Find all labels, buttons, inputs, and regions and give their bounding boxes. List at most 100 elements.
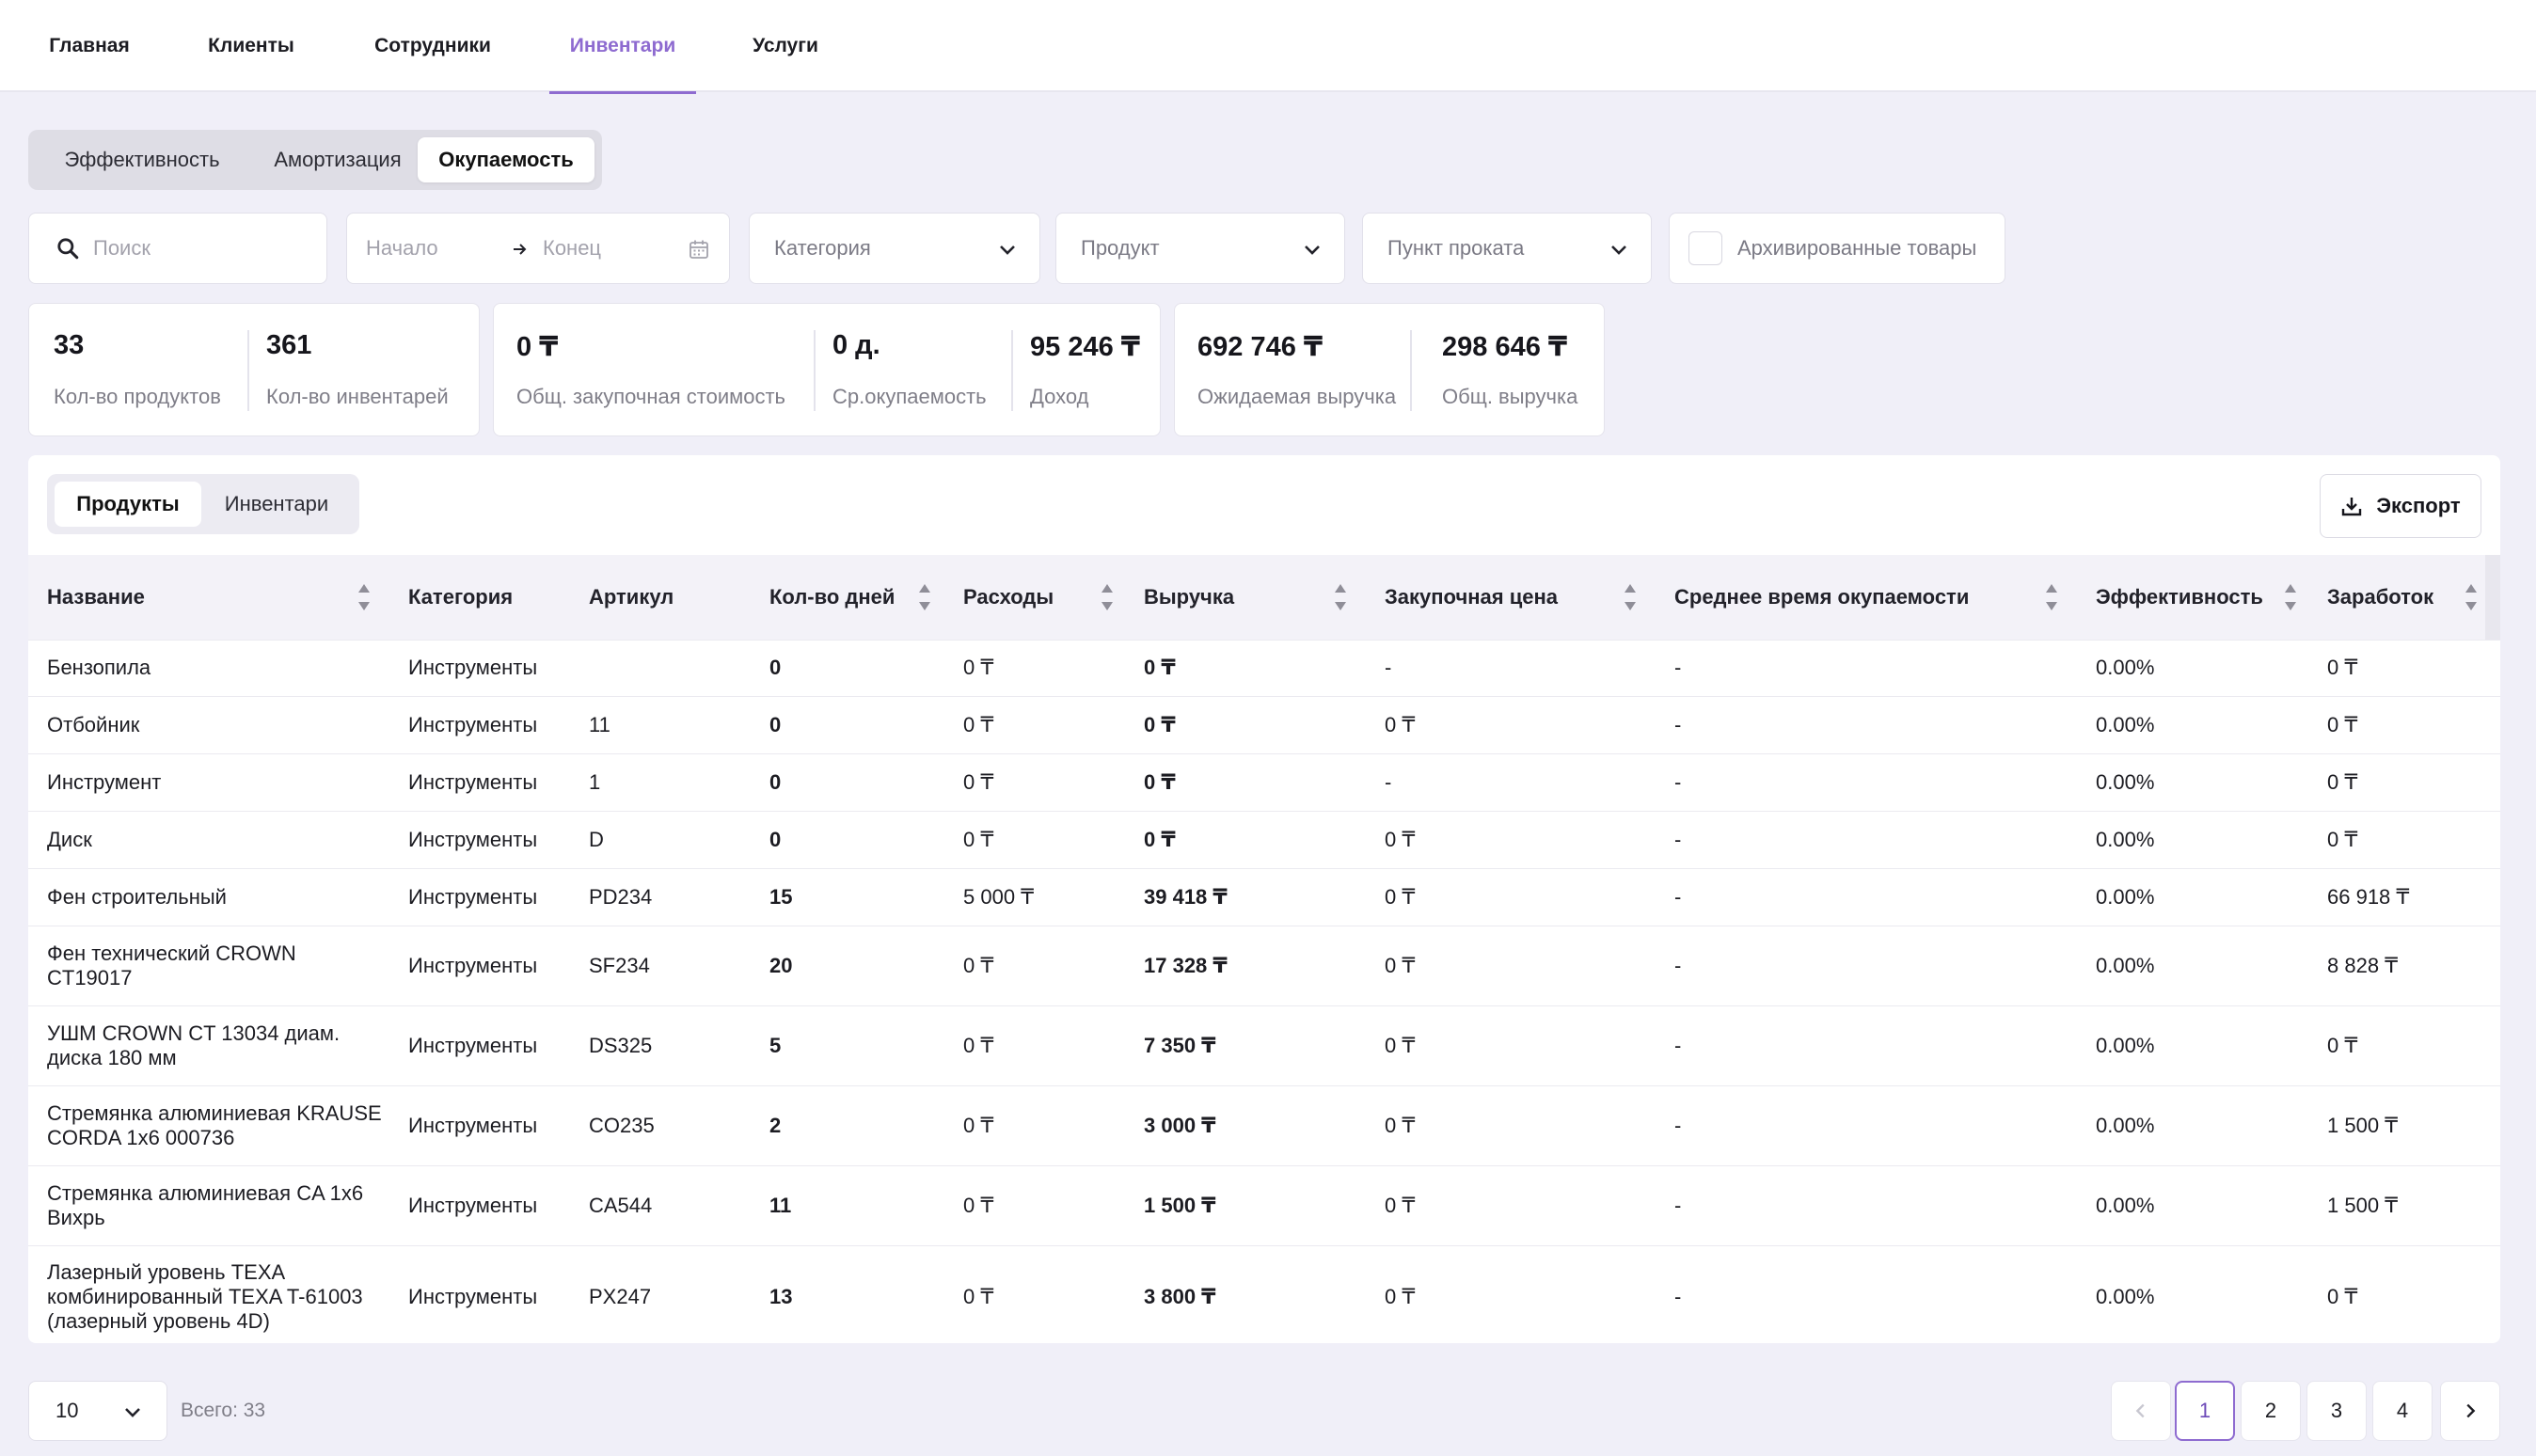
sort-icon[interactable] bbox=[1101, 581, 1114, 613]
table-row[interactable]: Стремянка алюминиевая CA 1x6 Вихрь Инстру… bbox=[28, 1164, 2500, 1245]
cell-purchase-price: 0 ₸ bbox=[1366, 1084, 1656, 1165]
products-table: Название Категория Артикул Кол-во дней Р… bbox=[28, 555, 2500, 1343]
table-row[interactable]: УШМ CROWN CT 13034 диам. диска 180 мм Инс… bbox=[28, 1005, 2500, 1085]
chevron-right-icon bbox=[2466, 1403, 2476, 1418]
stat-label: Кол-во инвентарей bbox=[266, 385, 449, 408]
cell-sku: 1 bbox=[570, 752, 751, 811]
cell-category: Инструменты bbox=[389, 925, 570, 1005]
prev-page-button[interactable] bbox=[2111, 1381, 2171, 1441]
cell-category: Инструменты bbox=[389, 695, 570, 753]
archived-label: Архивированные товары bbox=[1737, 236, 1977, 260]
search-placeholder: Поиск bbox=[93, 236, 151, 260]
date-start-field[interactable]: Начало bbox=[366, 236, 438, 260]
calendar-icon[interactable] bbox=[688, 238, 710, 261]
cell-efficiency: 0.00% bbox=[2077, 1084, 2308, 1165]
nav-item-services[interactable]: Услуги bbox=[753, 35, 818, 56]
cell-sku: SF234 bbox=[570, 925, 751, 1005]
archived-filter[interactable]: Архивированные товары bbox=[1669, 213, 2005, 284]
nav-item-clients[interactable]: Клиенты bbox=[208, 35, 294, 56]
column-header-expenses[interactable]: Расходы bbox=[944, 555, 1125, 640]
cell-efficiency: 0.00% bbox=[2077, 1005, 2308, 1085]
column-header-purchase-price[interactable]: Закупочная цена bbox=[1366, 555, 1656, 640]
rental-point-select[interactable]: Пункт проката bbox=[1362, 213, 1652, 284]
table-row[interactable]: Фен технический CROWN CT19017 Инструменты… bbox=[28, 925, 2500, 1005]
page-button-1[interactable]: 1 bbox=[2175, 1381, 2235, 1441]
cell-days: 0 bbox=[751, 810, 944, 868]
tab-inventories[interactable]: Инвентари bbox=[224, 492, 329, 515]
cell-earnings: 0 ₸ bbox=[2308, 695, 2500, 753]
nav-item-home[interactable]: Главная bbox=[49, 35, 130, 56]
chevron-down-icon bbox=[1305, 245, 1320, 255]
table-view-tabs: Продукты Инвентари bbox=[47, 474, 359, 534]
tab-efficiency[interactable]: Эффективность bbox=[64, 148, 220, 171]
cell-purchase-price: 0 ₸ bbox=[1366, 810, 1656, 868]
divider bbox=[1011, 330, 1013, 411]
sort-icon[interactable] bbox=[2465, 581, 2478, 613]
product-select[interactable]: Продукт bbox=[1055, 213, 1345, 284]
sort-icon[interactable] bbox=[2045, 581, 2058, 613]
cell-purchase-price: 0 ₸ bbox=[1366, 867, 1656, 926]
page-button-3[interactable]: 3 bbox=[2306, 1381, 2367, 1441]
cell-expenses: 0 ₸ bbox=[944, 639, 1125, 696]
stat-value: 33 bbox=[54, 330, 85, 360]
tab-payback[interactable]: Окупаемость bbox=[418, 137, 594, 182]
divider bbox=[814, 330, 816, 411]
cell-earnings: 0 ₸ bbox=[2308, 1244, 2500, 1343]
table-row[interactable]: Фен строительный Инструменты PD234 15 5 000 … bbox=[28, 867, 2500, 926]
cell-efficiency: 0.00% bbox=[2077, 867, 2308, 926]
next-page-button[interactable] bbox=[2440, 1381, 2500, 1441]
cell-expenses: 0 ₸ bbox=[944, 1164, 1125, 1245]
cell-category: Инструменты bbox=[389, 752, 570, 811]
cell-revenue: 7 350 ₸ bbox=[1125, 1005, 1366, 1085]
table-row[interactable]: Инструмент Инструменты 1 0 0 ₸ 0 ₸ - -0.00% 0 ₸ bbox=[28, 752, 2500, 811]
column-header-earnings[interactable]: Заработок bbox=[2308, 555, 2500, 640]
column-header-days[interactable]: Кол-во дней bbox=[751, 555, 944, 640]
cell-sku bbox=[570, 639, 751, 696]
page-size-select[interactable]: 10 bbox=[28, 1381, 167, 1441]
table-row[interactable]: Отбойник Инструменты 11 0 0 ₸ 0 ₸ 0 ₸ -0.00% 0 ₸ bbox=[28, 695, 2500, 753]
divider bbox=[247, 330, 249, 411]
cell-revenue: 1 500 ₸ bbox=[1125, 1164, 1366, 1245]
cell-earnings: 0 ₸ bbox=[2308, 810, 2500, 868]
horizontal-scroll-handle[interactable] bbox=[2485, 555, 2500, 640]
table-row[interactable]: Стремянка алюминиевая KRAUSE CORDA 1x6 0… bbox=[28, 1084, 2500, 1165]
cell-earnings: 8 828 ₸ bbox=[2308, 925, 2500, 1005]
total-count: Всего: 33 bbox=[181, 1400, 266, 1421]
search-input[interactable]: Поиск bbox=[28, 213, 327, 284]
table-row[interactable]: Лазерный уровень TEXA комбинированный TE… bbox=[28, 1244, 2500, 1343]
date-range-picker[interactable]: Начало Конец bbox=[346, 213, 730, 284]
sort-icon[interactable] bbox=[918, 581, 931, 613]
cell-category: Инструменты bbox=[389, 810, 570, 868]
cell-earnings: 0 ₸ bbox=[2308, 1005, 2500, 1085]
archived-checkbox[interactable] bbox=[1688, 231, 1722, 265]
cell-efficiency: 0.00% bbox=[2077, 810, 2308, 868]
cell-sku: 11 bbox=[570, 695, 751, 753]
cell-purchase-price: 0 ₸ bbox=[1366, 925, 1656, 1005]
sort-icon[interactable] bbox=[2284, 581, 2297, 613]
column-header-revenue[interactable]: Выручка bbox=[1125, 555, 1366, 640]
column-header-avg-payback[interactable]: Среднее время окупаемости bbox=[1656, 555, 2077, 640]
cell-days: 0 bbox=[751, 695, 944, 753]
cell-earnings: 0 ₸ bbox=[2308, 752, 2500, 811]
arrow-right-icon bbox=[514, 244, 527, 255]
page-button-4[interactable]: 4 bbox=[2372, 1381, 2433, 1441]
tab-depreciation[interactable]: Амортизация bbox=[274, 148, 402, 171]
sort-icon[interactable] bbox=[1624, 581, 1637, 613]
cell-avg-payback: - bbox=[1656, 1084, 2077, 1165]
tab-products[interactable]: Продукты bbox=[55, 482, 201, 527]
stat-value: 298 646 ₸ bbox=[1442, 332, 1568, 362]
column-header-efficiency[interactable]: Эффективность bbox=[2077, 555, 2308, 640]
table-row[interactable]: Бензопила Инструменты 0 0 ₸ 0 ₸ - -0.00% 0 ₸ bbox=[28, 639, 2500, 696]
sort-icon[interactable] bbox=[357, 581, 371, 613]
nav-item-employees[interactable]: Сотрудники bbox=[374, 35, 491, 56]
page-button-2[interactable]: 2 bbox=[2241, 1381, 2301, 1441]
nav-item-inventory[interactable]: Инвентари bbox=[549, 0, 696, 94]
date-end-field[interactable]: Конец bbox=[543, 236, 602, 260]
sort-icon[interactable] bbox=[1334, 581, 1347, 613]
chevron-down-icon bbox=[125, 1408, 140, 1417]
cell-purchase-price: - bbox=[1366, 752, 1656, 811]
export-button[interactable]: Экспорт bbox=[2320, 474, 2481, 538]
table-row[interactable]: Диск Инструменты D 0 0 ₸ 0 ₸ 0 ₸ -0.00% 0 ₸ bbox=[28, 810, 2500, 868]
category-select[interactable]: Категория bbox=[749, 213, 1040, 284]
column-header-name[interactable]: Название bbox=[28, 555, 389, 640]
